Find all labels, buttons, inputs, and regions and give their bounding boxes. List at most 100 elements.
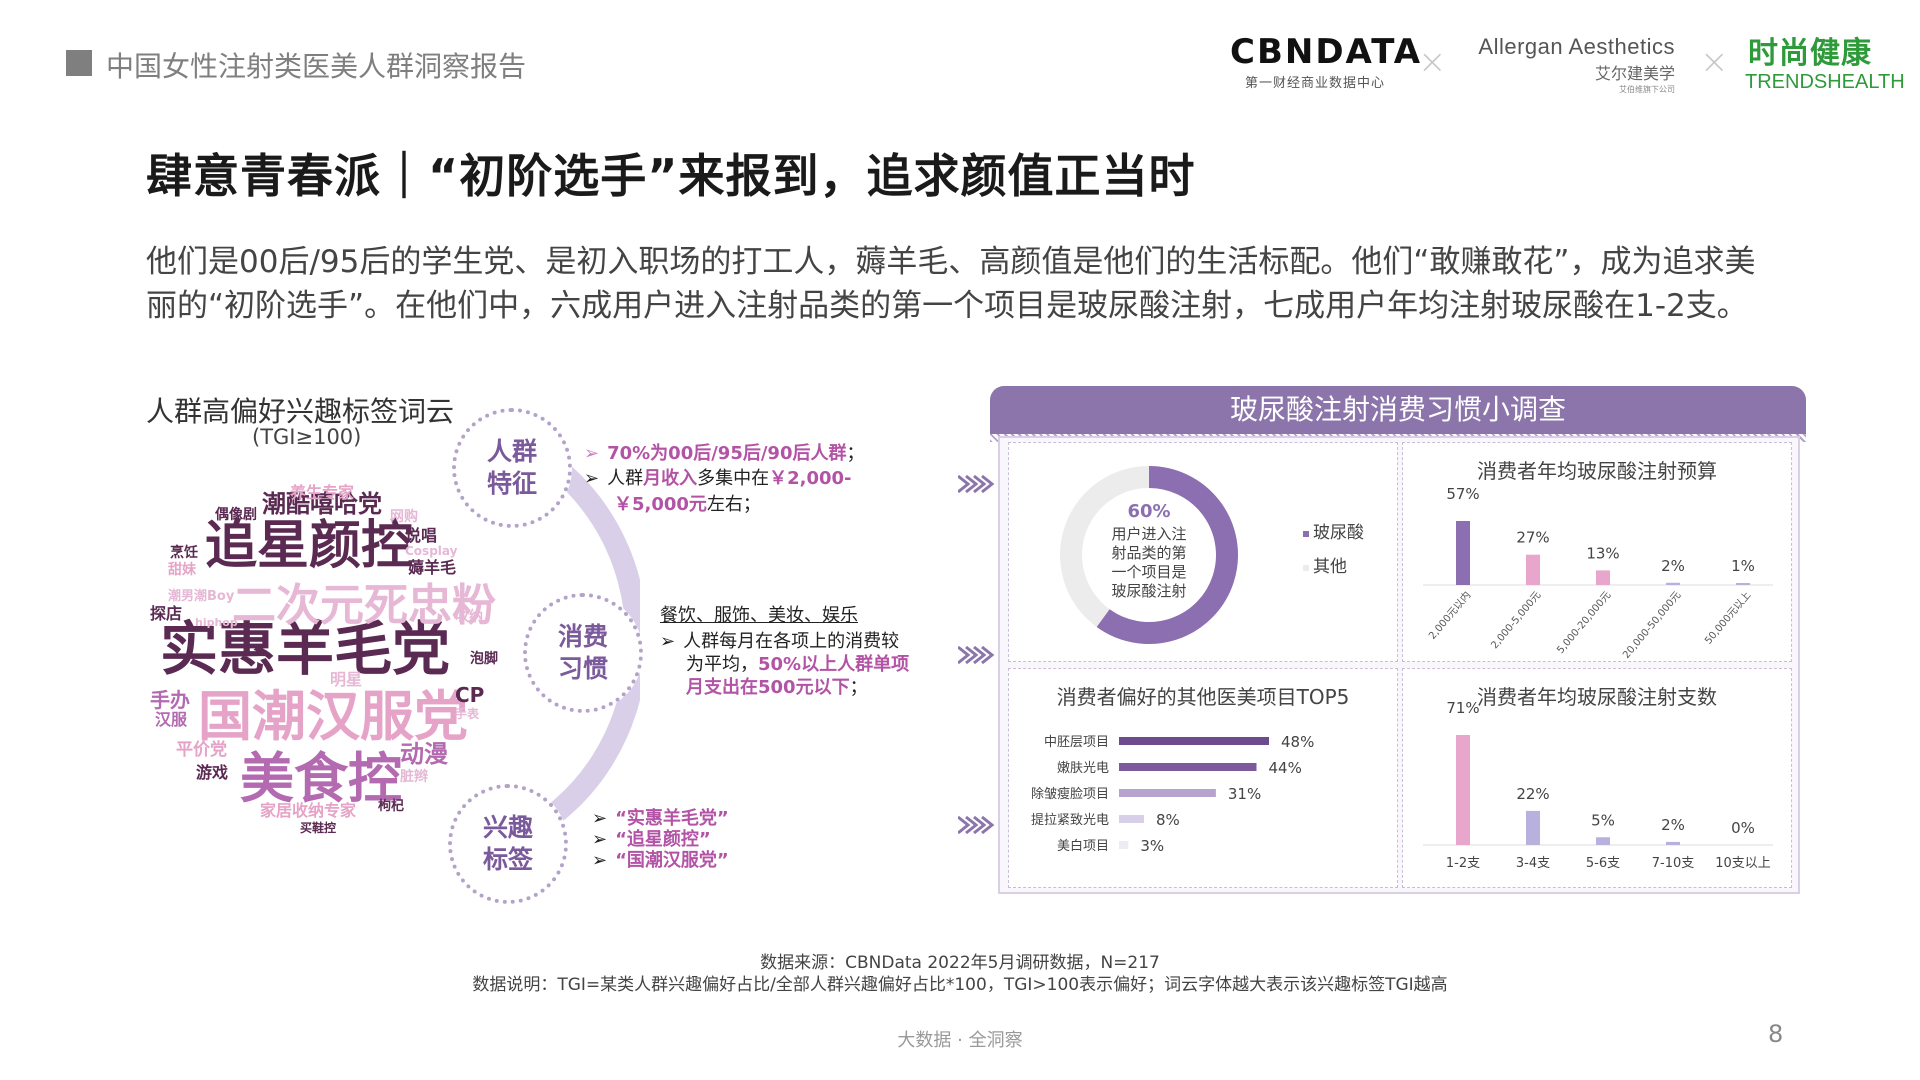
logo-separator: × <box>1418 42 1447 82</box>
tick-label: 2,000元以内 <box>1426 589 1474 642</box>
category-label: 嫩肤光电 <box>1057 761 1109 776</box>
bar <box>1119 841 1129 849</box>
wordcloud-word: 家居收纳专家 <box>260 801 357 820</box>
consumption-bullet-1-cont: 为平均，50%以上人群单项 <box>686 652 909 678</box>
bullet-arrow-icon: ➢ <box>660 631 676 652</box>
wordcloud-word: 汉服 <box>155 710 188 729</box>
donut-center-text: 用户进入注 <box>1111 525 1186 543</box>
profile-circle-label: 兴趣 标签 <box>482 813 533 874</box>
donut-center-text: 玻尿酸注射 <box>1111 582 1186 600</box>
wordcloud-word: 烹饪 <box>170 545 198 561</box>
category-label: 中胚层项目 <box>1044 735 1109 750</box>
highlight-text: 70%为00后/95后/90后人群 <box>607 443 847 464</box>
bullet-text: 人群每月在各项上的消费较 <box>683 631 900 652</box>
wordcloud-word: 美食控 <box>240 747 402 810</box>
wordcloud-word: 手办 <box>150 688 190 712</box>
tick-label: 7-10支 <box>1652 856 1695 871</box>
allergan-logo-text: Allergan Aesthetics <box>1478 34 1675 59</box>
wordcloud-word: 薅羊毛 <box>408 558 457 577</box>
data-label: 8% <box>1156 811 1180 829</box>
wordcloud-word: 动漫 <box>400 740 448 768</box>
tick-label: 5-6支 <box>1586 856 1620 871</box>
data-source: 数据来源：CBNData 2022年5月调研数据，N=217 <box>760 953 1160 973</box>
bullet-text: 左右； <box>706 494 761 515</box>
page-title: 肆意青春派｜“初阶选手”来报到，追求颜值正当时 <box>146 149 1196 203</box>
data-label: 44% <box>1269 759 1302 777</box>
donut-center-text: 射品类的第 <box>1111 544 1186 562</box>
arrow-stripes-icon <box>958 815 995 835</box>
data-label: 48% <box>1281 733 1314 751</box>
wordcloud-word: 说唱 <box>405 526 438 545</box>
consumption-bullet-1-cont2: 月支出在500元以下； <box>686 675 868 701</box>
interest-tag-1: ➢ “实惠羊毛党” <box>592 806 729 832</box>
count-panel: 消费者年均玻尿酸注射支数 71% 1-2支 22% 3-4支 5% 5-6支 2% 7-10支… <box>1402 668 1792 888</box>
arrow-stripes-icon <box>958 474 995 494</box>
data-label: 27% <box>1516 529 1549 547</box>
wordcloud-word: 平价党 <box>176 740 227 760</box>
group-bullet-2: ➢ 人群月收入多集中在￥2,000- <box>584 466 852 492</box>
wordcloud-word: 探店 <box>150 604 183 623</box>
bar <box>1119 815 1144 823</box>
data-label: 31% <box>1228 785 1261 803</box>
legend-swatch <box>1303 531 1309 537</box>
bullet-arrow-icon: ➢ <box>592 829 608 850</box>
data-label: 1% <box>1731 557 1755 575</box>
budget-panel: 消费者年均玻尿酸注射预算 57% 2,000元以内 27% 2,000-5,000元 1… <box>1402 442 1792 662</box>
wordcloud-word: 潮男潮Boy <box>168 589 235 604</box>
bullet-arrow-icon: ➢ <box>592 850 608 871</box>
data-label: 2% <box>1661 557 1685 575</box>
data-label: 71% <box>1446 699 1479 717</box>
highlight-text: ￥2,000- <box>769 468 852 489</box>
bar <box>1119 789 1216 797</box>
consumption-bullet-1: ➢ 人群每月在各项上的消费较 <box>660 629 899 655</box>
wordcloud-word: 国潮汉服党 <box>198 685 468 748</box>
logo-separator: × <box>1700 42 1729 82</box>
wordcloud-word: 甜妹 <box>168 562 196 578</box>
bar <box>1526 810 1540 845</box>
consumption-heading: 餐饮、服饰、美妆、娱乐 <box>660 605 858 626</box>
tick-label: 10支以上 <box>1715 856 1771 871</box>
wordcloud-word: 枸杞 <box>378 799 405 814</box>
bar <box>1526 554 1540 585</box>
budget-chart: 57% 2,000元以内 27% 2,000-5,000元 13% 5,000-20,00… <box>1423 485 1773 661</box>
trendshealth-logo-sub: TRENDSHEALTH <box>1745 71 1905 93</box>
wordcloud-word: hiphop <box>195 616 238 629</box>
top5-chart: 中胚层项目 48% 嫩肤光电 44% 除皱瘦脸项目 31% 提拉紧致光电 8% 美白项目 3% <box>1031 733 1314 855</box>
data-label: 13% <box>1586 544 1619 562</box>
bullet-text: 人群 <box>607 468 644 489</box>
wordcloud-subtitle: (TGI≥100) <box>252 425 362 449</box>
header-square-icon <box>66 50 92 76</box>
count-chart: 71% 1-2支 22% 3-4支 5% 5-6支 2% 7-10支 0% 10支以上 <box>1423 699 1773 871</box>
tick-label: 5,000-20,000元 <box>1555 590 1613 656</box>
report-title: 中国女性注射类医美人群洞察报告 <box>106 50 527 83</box>
legend-swatch <box>1303 565 1309 571</box>
legend-label: 其他 <box>1313 557 1347 577</box>
highlight-text: 月支出在500元以下 <box>686 677 850 698</box>
bar <box>1119 737 1269 745</box>
donut-slice-hyaluronic <box>1096 466 1238 644</box>
bar <box>1666 841 1680 845</box>
profile-circle-label: 消费 习惯 <box>557 622 608 683</box>
data-label: 22% <box>1516 785 1549 803</box>
donut-center-text: 一个项目是 <box>1111 563 1186 581</box>
allergan-logo-sub: 艾尔建美学 <box>1594 64 1675 83</box>
bar <box>1456 521 1470 585</box>
highlight-text: “国潮汉服党” <box>615 850 729 871</box>
tick-label: 1-2支 <box>1446 856 1480 871</box>
trendshealth-logo: 时尚健康 TRENDSHEALTH <box>1745 38 1905 94</box>
budget-chart-title: 消费者年均玻尿酸注射预算 <box>1477 459 1717 483</box>
top5-panel: 消费者偏好的其他医美项目TOP5 中胚层项目 48% 嫩肤光电 44% 除皱瘦脸项目 31… <box>1008 668 1398 888</box>
category-label: 除皱瘦脸项目 <box>1031 786 1109 802</box>
cbndata-logo-sub: 第一财经商业数据中心 <box>1244 76 1385 91</box>
top5-chart-title: 消费者偏好的其他医美项目TOP5 <box>1056 685 1350 709</box>
data-note: 数据说明：TGI=某类人群兴趣偏好占比/全部人群兴趣偏好占比*100，TGI>1… <box>472 975 1448 995</box>
donut-percent-label: 60% <box>1127 501 1170 522</box>
bar <box>1456 735 1470 845</box>
profile-circle-consumption: 消费 习惯 <box>523 593 643 713</box>
wordcloud-word: 网购 <box>390 509 418 525</box>
wordcloud-word: 买鞋控 <box>300 821 337 835</box>
wordcloud-word: 二次元死忠粉 <box>232 580 496 631</box>
allergan-logo: Allergan Aesthetics 艾尔建美学 艾伯维旗下公司 <box>1465 34 1675 95</box>
profile-circle-group: 人群 特征 <box>452 408 572 528</box>
